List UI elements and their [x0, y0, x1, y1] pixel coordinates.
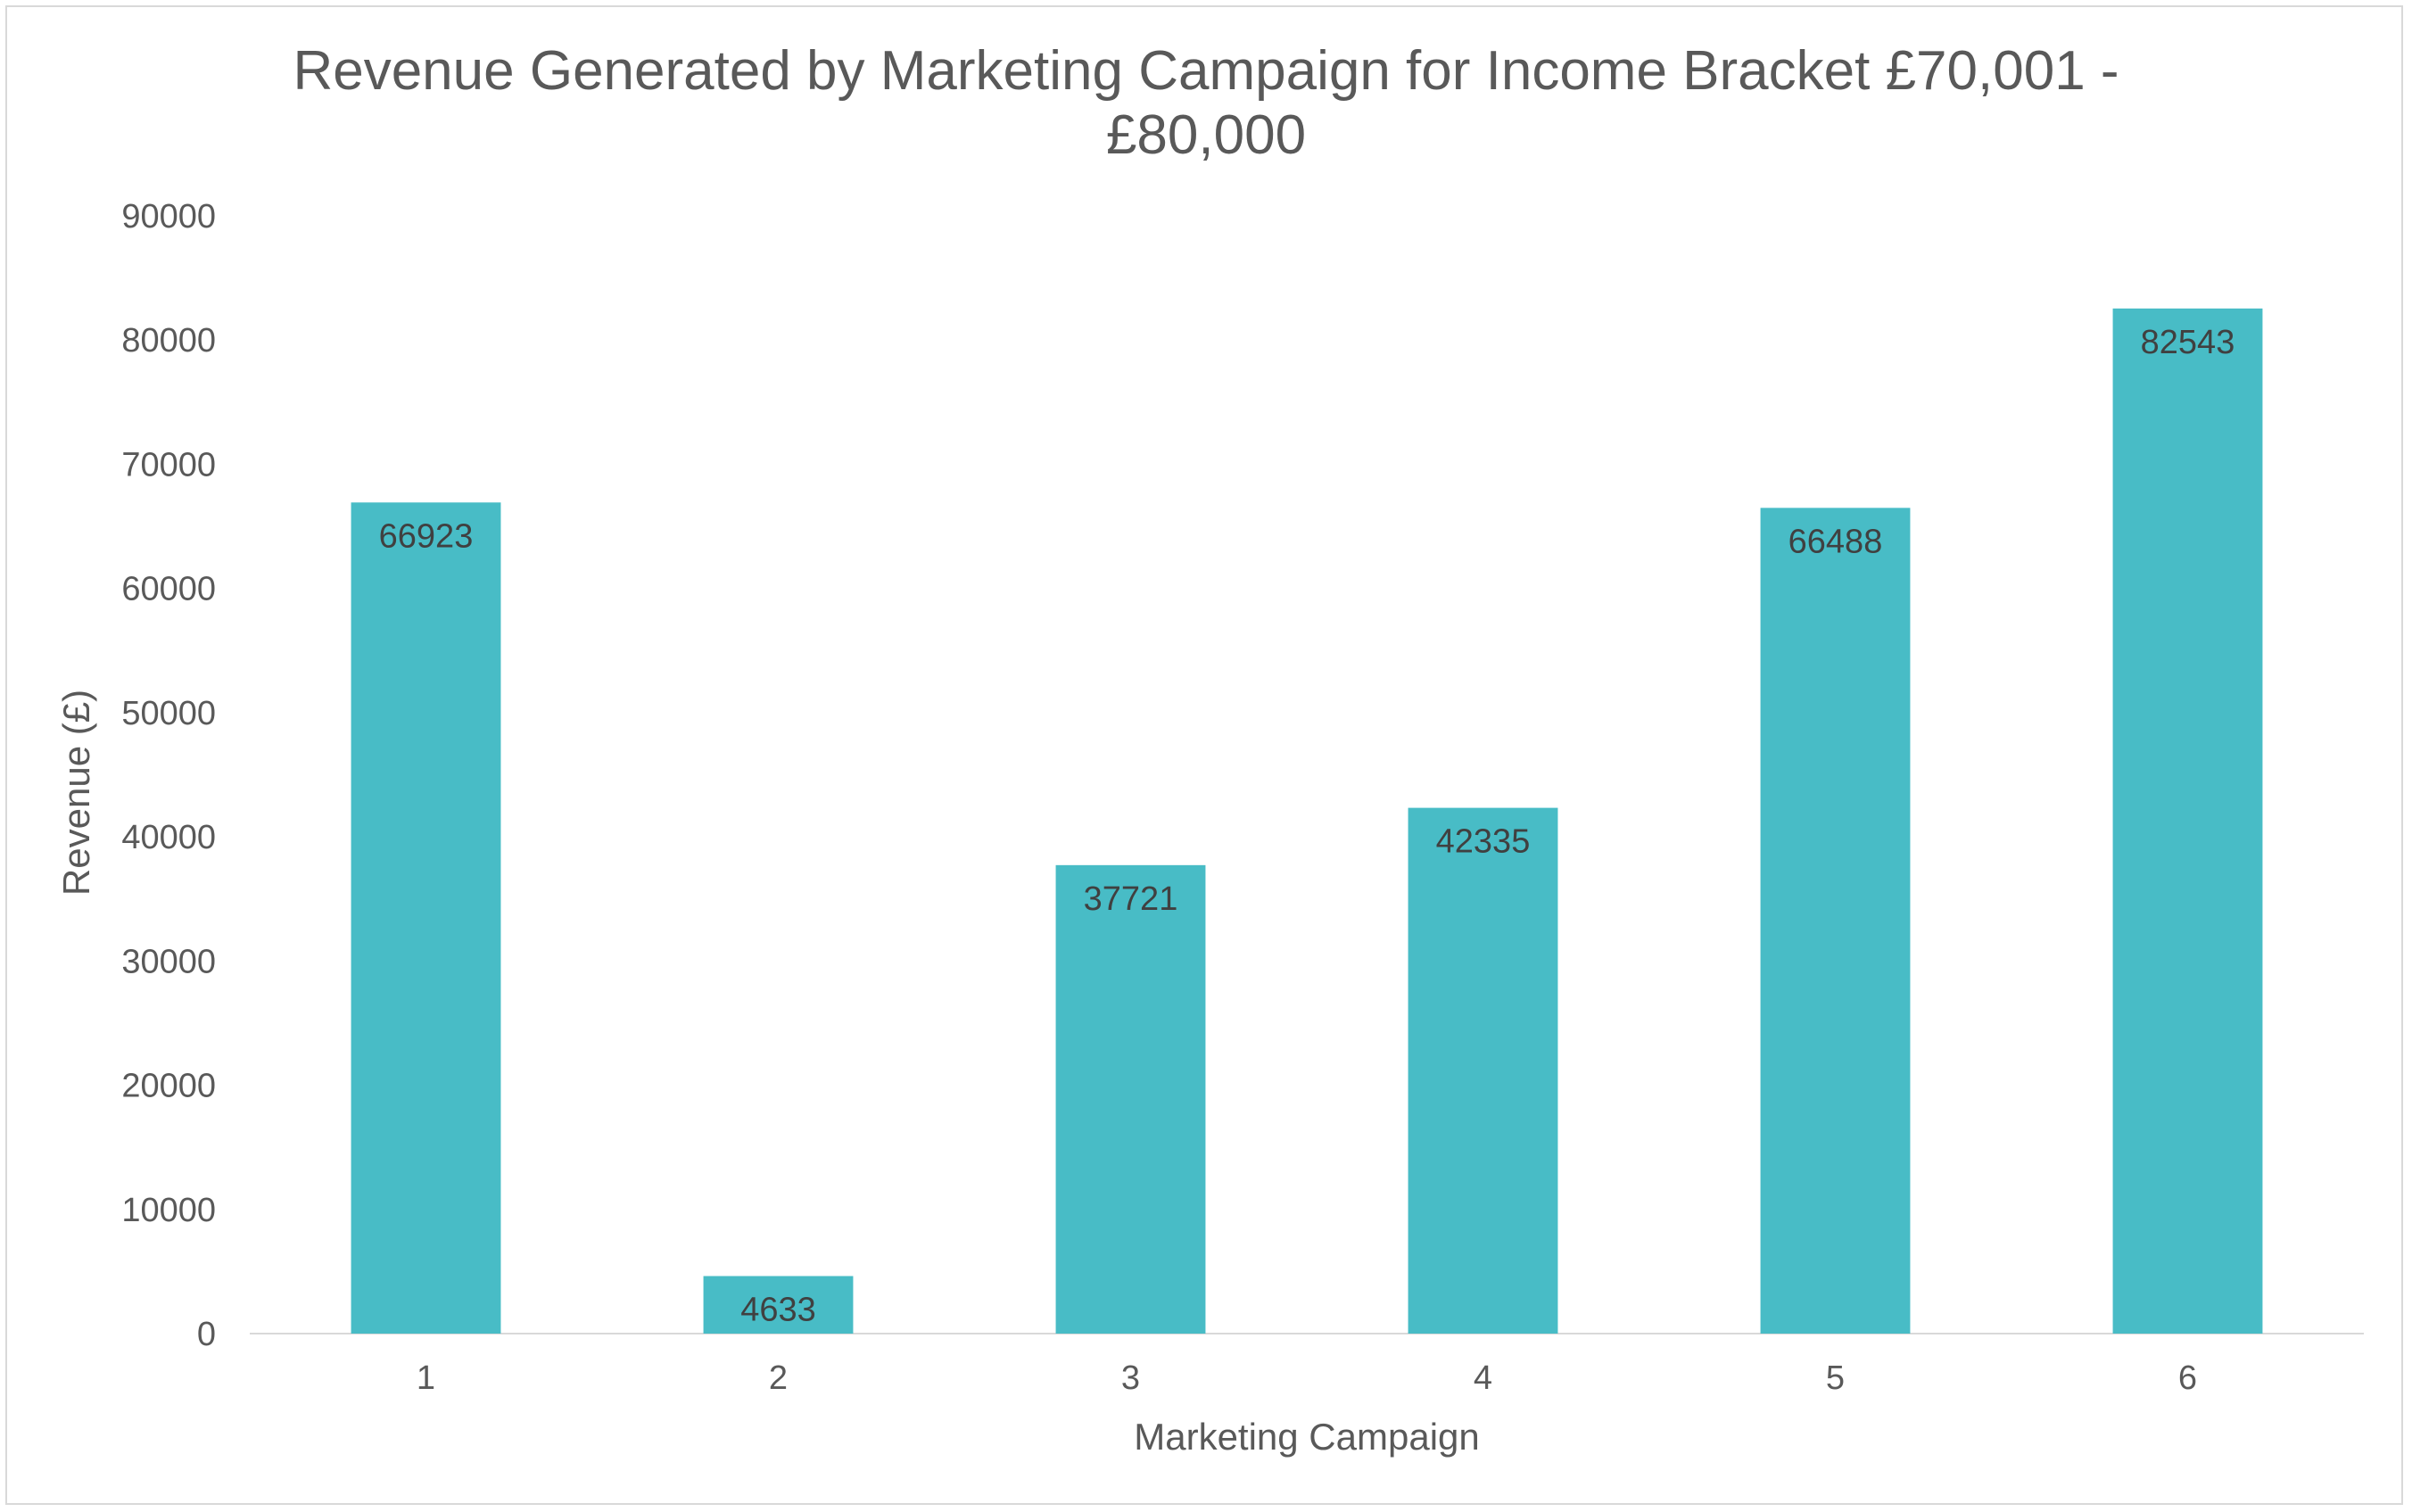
bar-data-label: 82543 [2141, 324, 2235, 361]
bar [703, 1276, 854, 1334]
bar [1055, 864, 1206, 1334]
x-tick-label: 4 [1474, 1359, 1492, 1397]
y-tick-label: 60000 [121, 571, 216, 608]
y-tick-label: 10000 [121, 1192, 216, 1229]
chart-title-line-1: Revenue Generated by Marketing Campaign … [293, 40, 2119, 102]
bar [2112, 308, 2263, 1334]
bar [1760, 508, 1911, 1334]
y-tick-label: 20000 [121, 1068, 216, 1105]
y-tick-label: 70000 [121, 446, 216, 483]
chart-title-line-2: £80,000 [1106, 104, 1306, 166]
bar-data-label: 4633 [740, 1291, 816, 1328]
chart-title: Revenue Generated by Marketing Campaign … [293, 40, 2119, 166]
y-tick-label: 30000 [121, 943, 216, 980]
x-tick-label: 3 [1121, 1359, 1140, 1397]
y-tick-label: 40000 [121, 819, 216, 856]
y-tick-label: 0 [197, 1316, 216, 1353]
x-tick-label: 6 [2178, 1359, 2197, 1397]
x-tick-label: 2 [769, 1359, 788, 1397]
bar [1408, 807, 1558, 1334]
bar-data-label: 66923 [379, 517, 474, 555]
bar-data-label: 37721 [1084, 880, 1178, 918]
y-axis-tick-labels: 0 10000 20000 30000 40000 50000 60000 70000 8000… [121, 198, 216, 1353]
x-axis-tick-labels: 1 2 3 4 5 6 [417, 1359, 2197, 1397]
data-labels: 66923 4633 37721 42335 66488 82543 [379, 324, 2235, 1329]
x-tick-label: 5 [1826, 1359, 1845, 1397]
y-tick-label: 80000 [121, 322, 216, 359]
bars [351, 308, 2263, 1334]
y-axis-title: Revenue (£) [55, 690, 97, 896]
y-tick-label: 90000 [121, 198, 216, 235]
bar-data-label: 66488 [1788, 523, 1883, 560]
bar [351, 502, 501, 1334]
bar-data-label: 42335 [1436, 823, 1531, 861]
x-tick-label: 1 [417, 1359, 435, 1397]
x-axis-title: Marketing Campaign [1134, 1416, 1480, 1458]
y-tick-label: 50000 [121, 695, 216, 732]
